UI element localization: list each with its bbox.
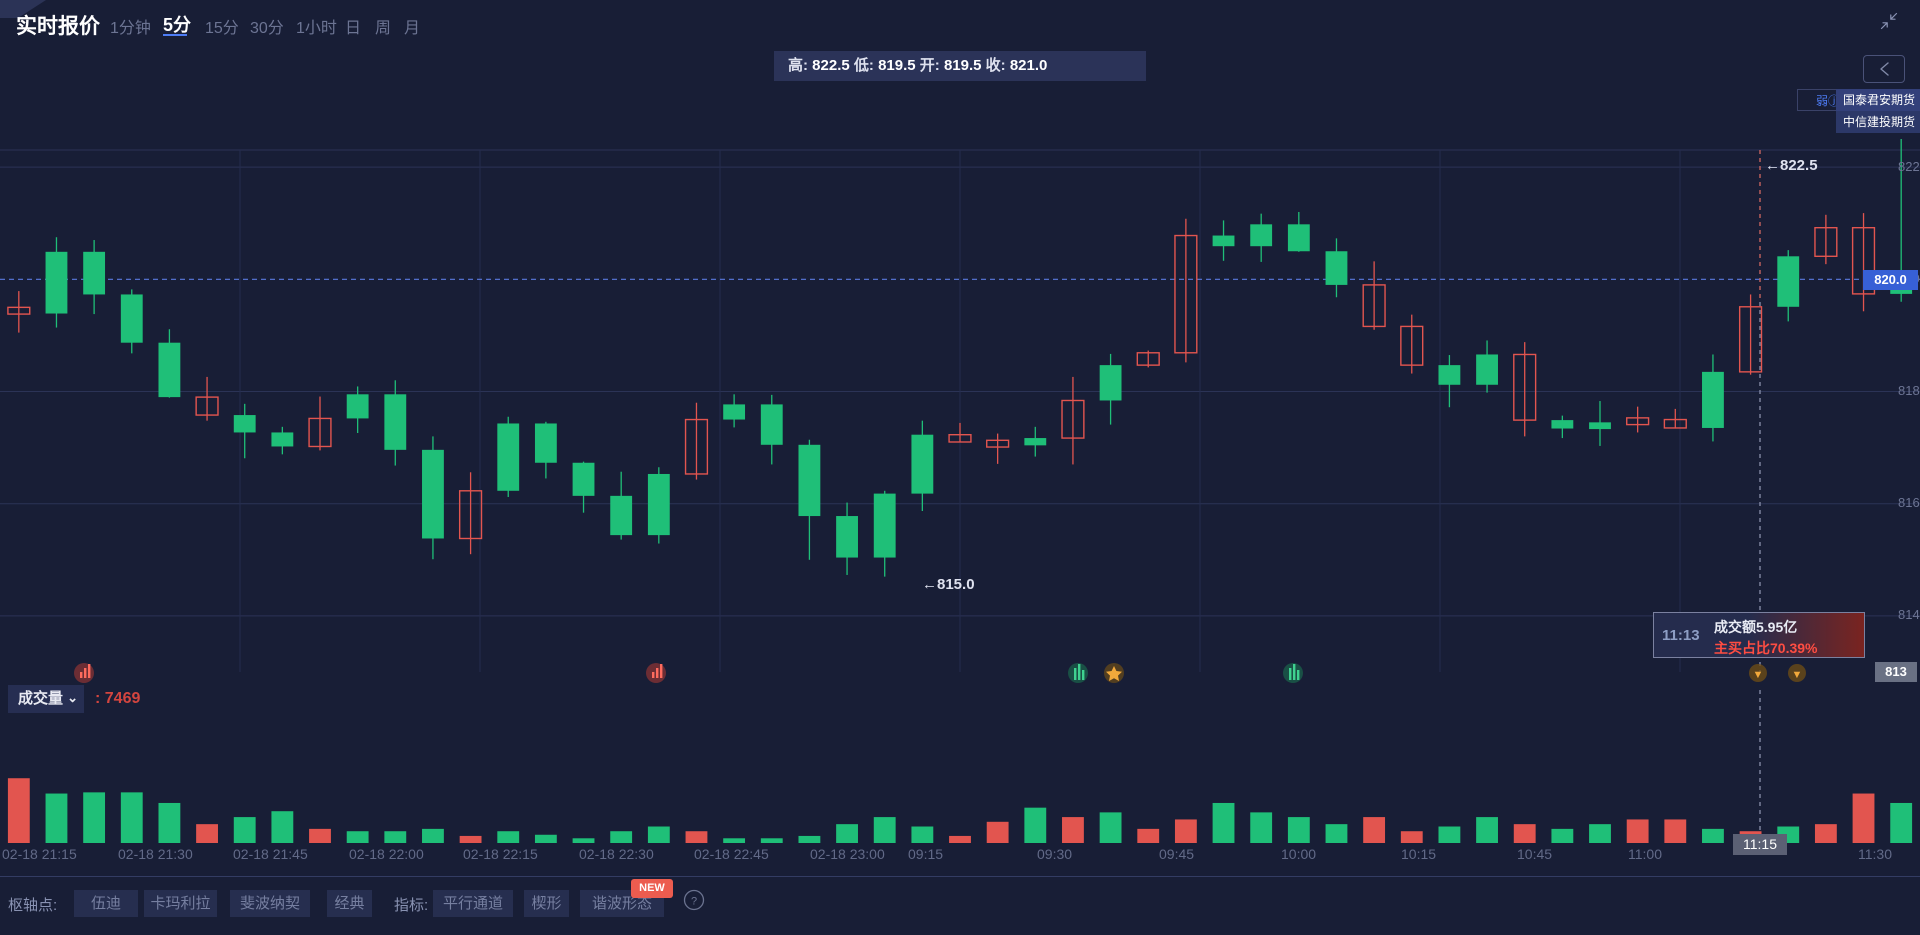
svg-text:←822.5: ←822.5 [1765,157,1818,174]
svg-text:▼: ▼ [1753,669,1764,681]
svg-text:822.0: 822.0 [1898,159,1920,174]
svg-text:814.0: 814.0 [1898,607,1920,622]
svg-text:818.0: 818.0 [1898,383,1920,398]
svg-text:←815.0: ←815.0 [922,576,975,593]
svg-text:▼: ▼ [1792,669,1803,681]
svg-text:816.0: 816.0 [1898,495,1920,510]
svg-text:?: ? [691,896,697,908]
